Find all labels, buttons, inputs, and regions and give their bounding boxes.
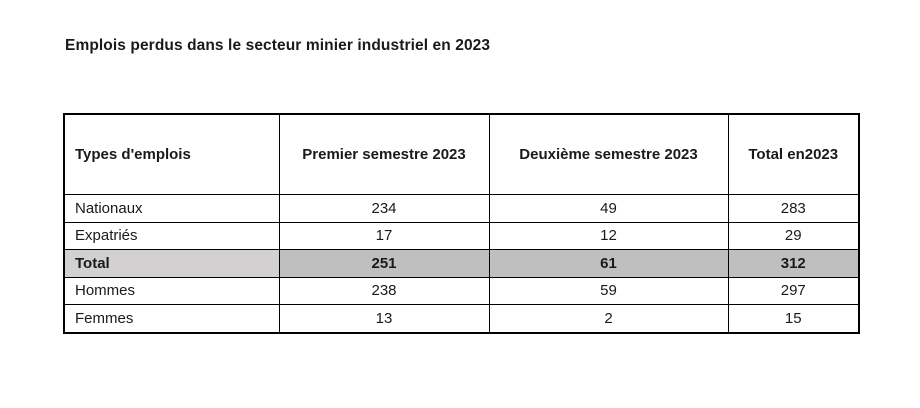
table-row-hommes: Hommes 238 59 297 <box>63 276 860 305</box>
header-cell-total: Total en2023 <box>727 113 860 195</box>
row-label: Femmes <box>63 304 280 333</box>
row-label: Expatriés <box>63 221 280 250</box>
header-cell-deuxieme-semestre: Deuxième semestre 2023 <box>488 113 729 195</box>
cell-value: 238 <box>278 276 490 305</box>
header-cell-types-emplois: Types d'emplois <box>63 113 280 195</box>
table-header-row: Types d'emplois Premier semestre 2023 De… <box>63 113 860 195</box>
table-row-nationaux: Nationaux 234 49 283 <box>63 194 860 223</box>
cell-value: 251 <box>278 249 490 278</box>
cell-value: 12 <box>488 221 729 250</box>
cell-value: 17 <box>278 221 490 250</box>
cell-value: 297 <box>727 276 860 305</box>
cell-value: 29 <box>727 221 860 250</box>
jobs-lost-table: Types d'emplois Premier semestre 2023 De… <box>63 113 860 334</box>
table-row-expatries: Expatriés 17 12 29 <box>63 221 860 250</box>
cell-value: 49 <box>488 194 729 223</box>
header-cell-premier-semestre: Premier semestre 2023 <box>278 113 490 195</box>
cell-value: 234 <box>278 194 490 223</box>
row-label: Total <box>63 249 280 278</box>
cell-value: 283 <box>727 194 860 223</box>
table-row-femmes: Femmes 13 2 15 <box>63 304 860 333</box>
row-label: Hommes <box>63 276 280 305</box>
cell-value: 13 <box>278 304 490 333</box>
cell-value: 59 <box>488 276 729 305</box>
cell-value: 312 <box>727 249 860 278</box>
row-label: Nationaux <box>63 194 280 223</box>
cell-value: 15 <box>727 304 860 333</box>
table-row-total: Total 251 61 312 <box>63 249 860 278</box>
cell-value: 2 <box>488 304 729 333</box>
page-title: Emplois perdus dans le secteur minier in… <box>65 37 491 54</box>
cell-value: 61 <box>488 249 729 278</box>
